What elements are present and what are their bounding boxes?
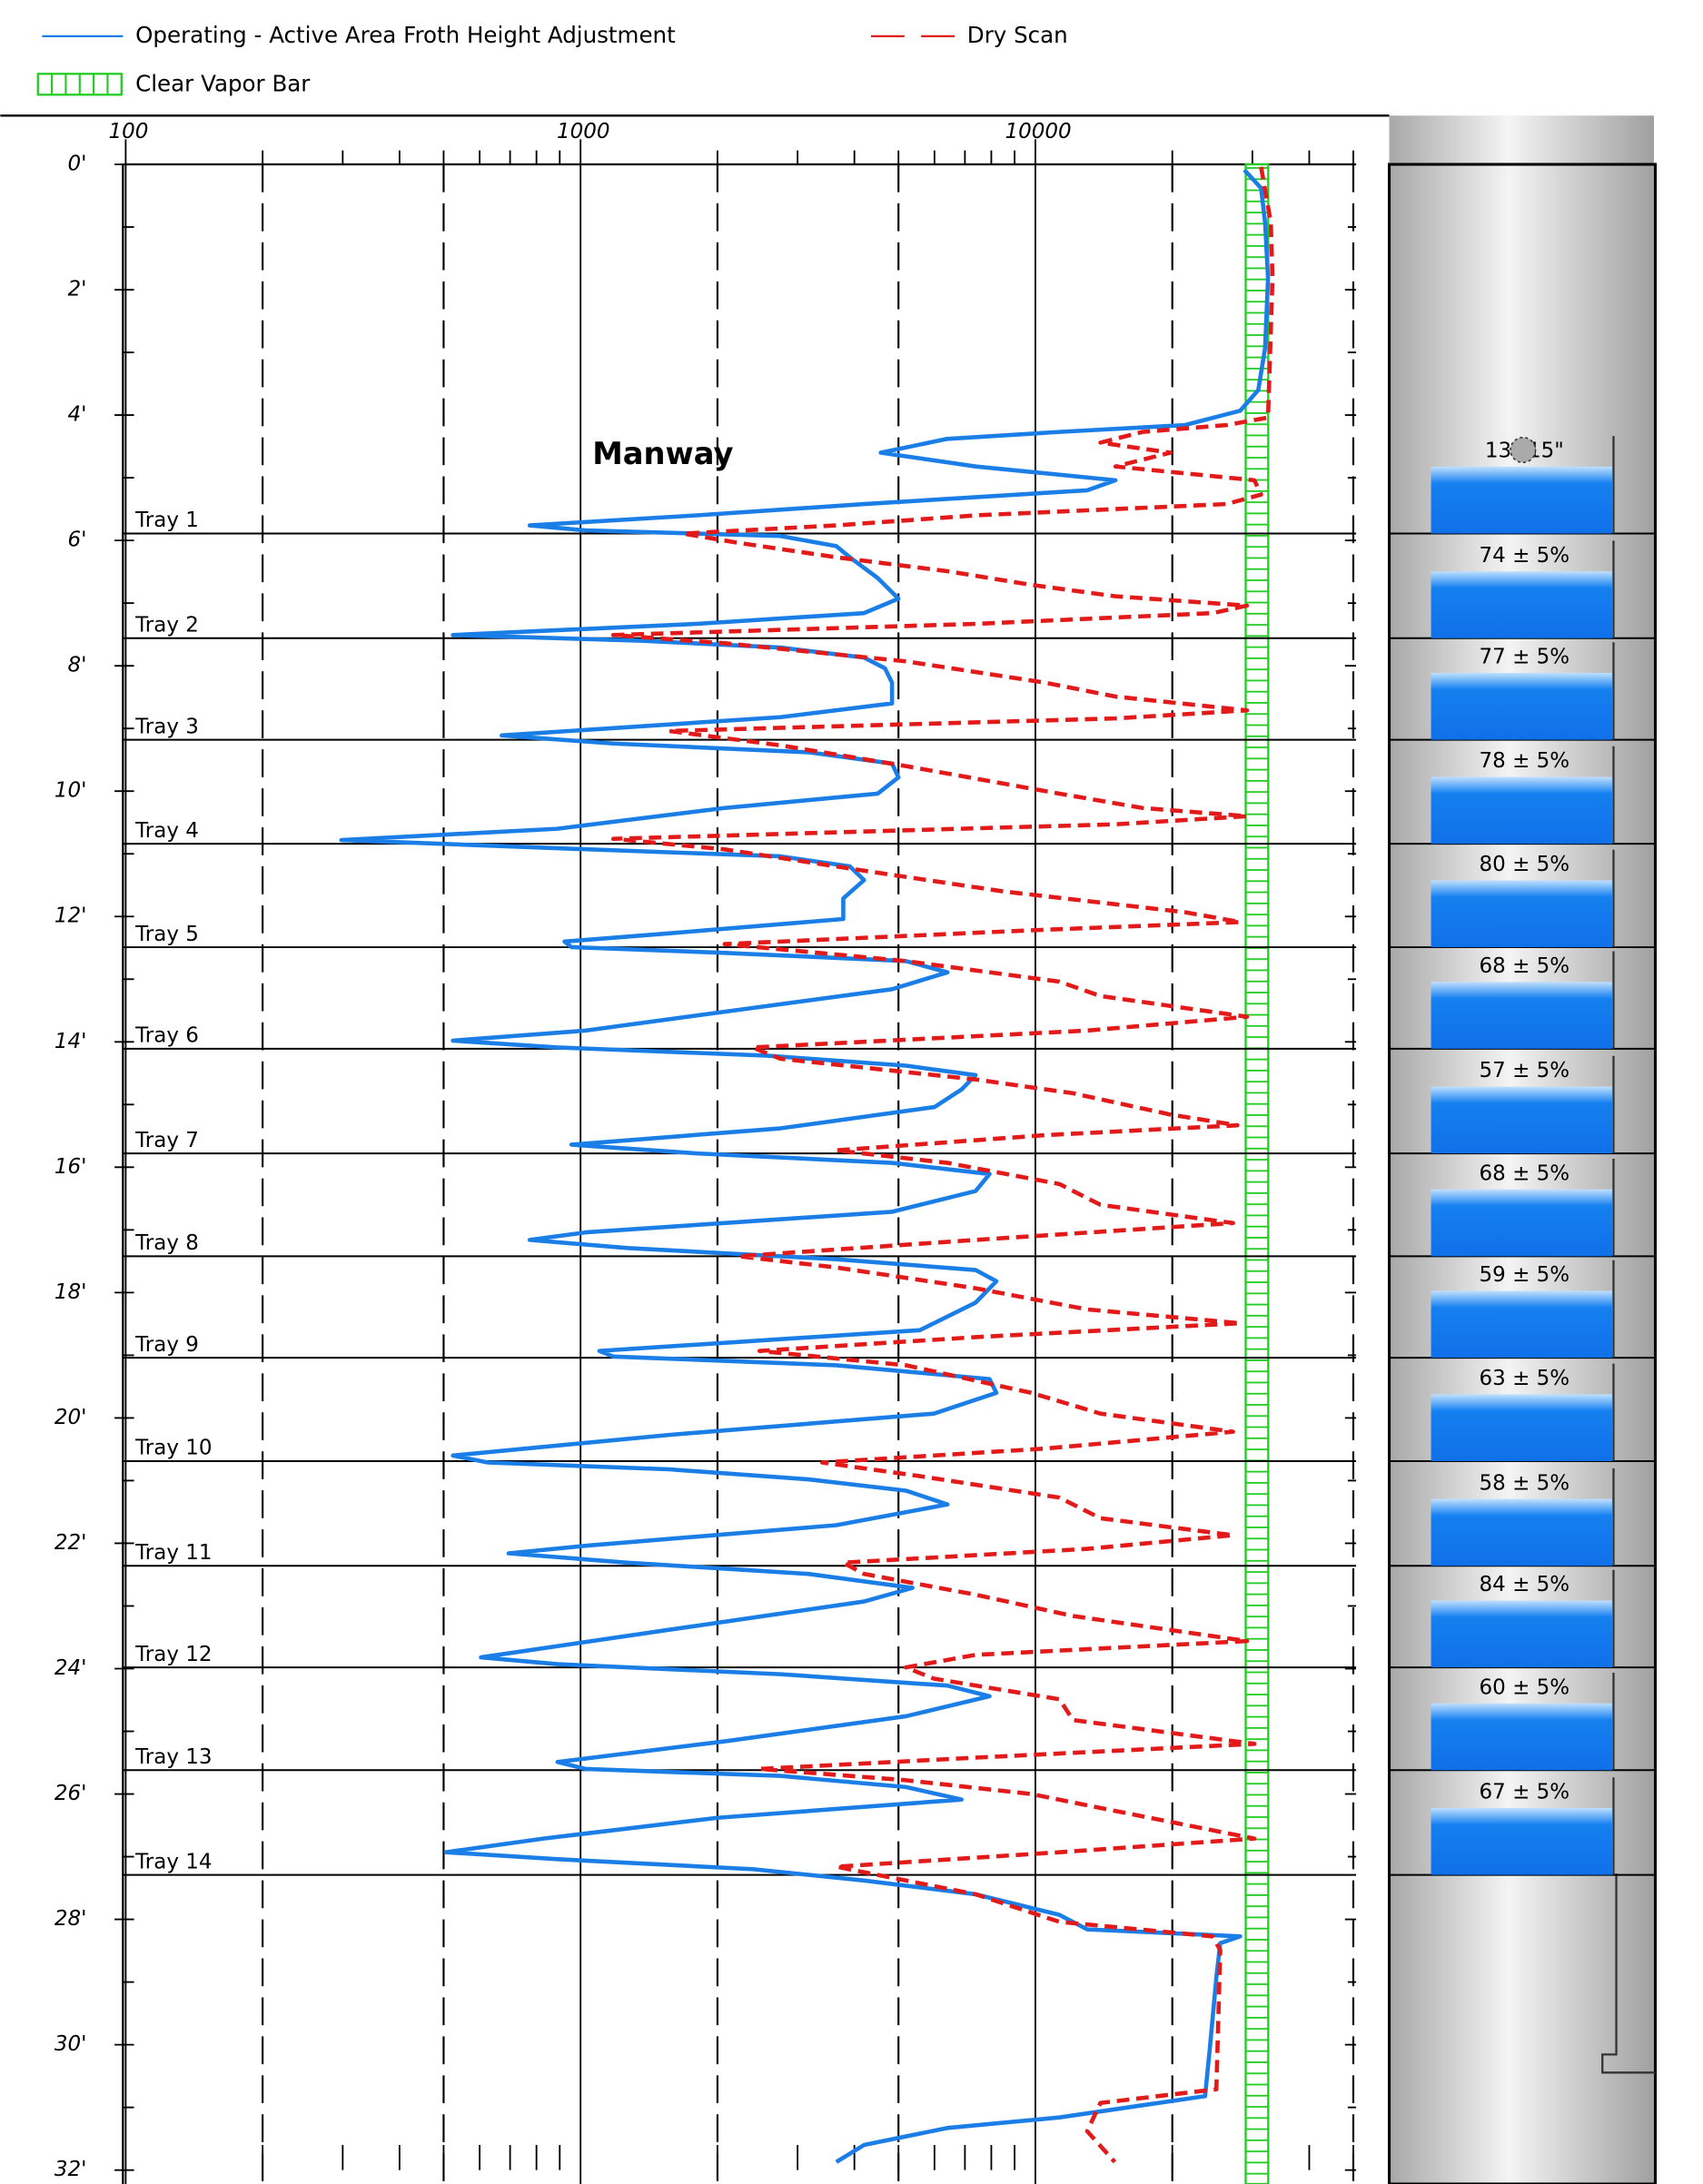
tray-label: Tray 8 [134,1231,199,1255]
column-liquid [1431,466,1612,534]
y-tick-label: 2' [67,278,86,301]
x-tick-label: 1000 [557,120,610,143]
y-tick-label: 24' [54,1656,87,1680]
column-liquid [1431,1600,1612,1668]
column-label: 80 ± 5% [1479,853,1569,876]
y-tick-label: 6' [67,529,86,552]
y-tick-label: 12' [54,904,87,928]
column-liquid [1431,1189,1612,1257]
column-label: 68 ± 5% [1479,1161,1569,1185]
tray-label: Tray 9 [134,1333,199,1357]
tray-label: Tray 13 [134,1745,212,1769]
column-cap [1389,115,1654,164]
y-tick-label: 10' [54,779,87,803]
column-liquid [1431,1086,1612,1154]
legend-label: Clear Vapor Bar [135,71,311,97]
y-tick-label: 30' [54,2032,87,2056]
tray-label: Tray 14 [134,1850,212,1873]
column-label: 84 ± 5% [1479,1573,1569,1596]
column-label: 58 ± 5% [1479,1471,1569,1495]
column-liquid [1431,982,1612,1049]
y-tick-label: 14' [54,1030,87,1053]
column-label: 78 ± 5% [1479,749,1569,773]
tray-label: Tray 1 [134,509,199,532]
y-tick-label: 16' [54,1155,87,1179]
legend-label: Dry Scan [967,22,1068,48]
y-tick-label: 22' [54,1531,87,1555]
annotation: Manway [592,436,733,471]
y-tick-label: 28' [54,1907,87,1931]
tray-label: Tray 7 [134,1129,199,1152]
y-tick-label: 8' [67,654,86,677]
legend-label: Operating - Active Area Froth Height Adj… [135,22,676,48]
tray-label: Tray 11 [134,1541,212,1565]
series-layer [339,166,1275,2164]
sensor-marker [1510,436,1537,464]
column-label: 67 ± 5% [1479,1781,1569,1804]
x-tick-label: 10000 [1005,120,1071,143]
y-tick-label: 0' [67,152,86,175]
tray-label: Tray 2 [134,613,199,637]
column-liquid [1431,1703,1612,1771]
tray-label: Tray 12 [134,1643,212,1666]
x-tick-label: 100 [109,120,149,143]
tray-label: Tray 6 [134,1024,199,1048]
legend-swatch [36,73,123,96]
column-liquid [1431,880,1612,948]
column-liquid [1431,776,1612,845]
series-line [610,166,1275,2164]
column-label: 77 ± 5% [1479,646,1569,669]
tray-label: Tray 10 [134,1437,212,1460]
column-label: 74 ± 5% [1479,544,1569,568]
series-line [339,168,1271,2164]
column-liquid [1431,672,1612,740]
column-label: 63 ± 5% [1479,1367,1569,1390]
column-label: 57 ± 5% [1479,1059,1569,1082]
column-liquid [1431,1394,1612,1462]
tray-label: Tray 3 [134,715,199,738]
column-label: 59 ± 5% [1479,1263,1569,1287]
column-liquid [1431,1290,1612,1359]
tray-label: Tray 5 [134,923,199,946]
column-outlet [1601,1873,1656,2074]
y-tick-label: 32' [54,2158,87,2181]
vapor-bar [1244,163,1270,2184]
plot: 100 1000 10000 0' 2' 4' 6' 8' 10' 12' 14' 16' 18' 20'… [36,22,1656,2184]
column-label: 60 ± 5% [1479,1675,1569,1699]
column-liquid [1431,571,1612,638]
y-tick-label: 4' [67,403,86,427]
y-tick-label: 20' [54,1406,87,1429]
column-liquid [1431,1498,1612,1566]
column-label: 68 ± 5% [1479,954,1569,978]
tray-label: Tray 4 [134,819,199,843]
y-tick-label: 18' [54,1280,87,1304]
y-tick-label: 26' [54,1782,87,1805]
column-liquid [1431,1807,1612,1875]
